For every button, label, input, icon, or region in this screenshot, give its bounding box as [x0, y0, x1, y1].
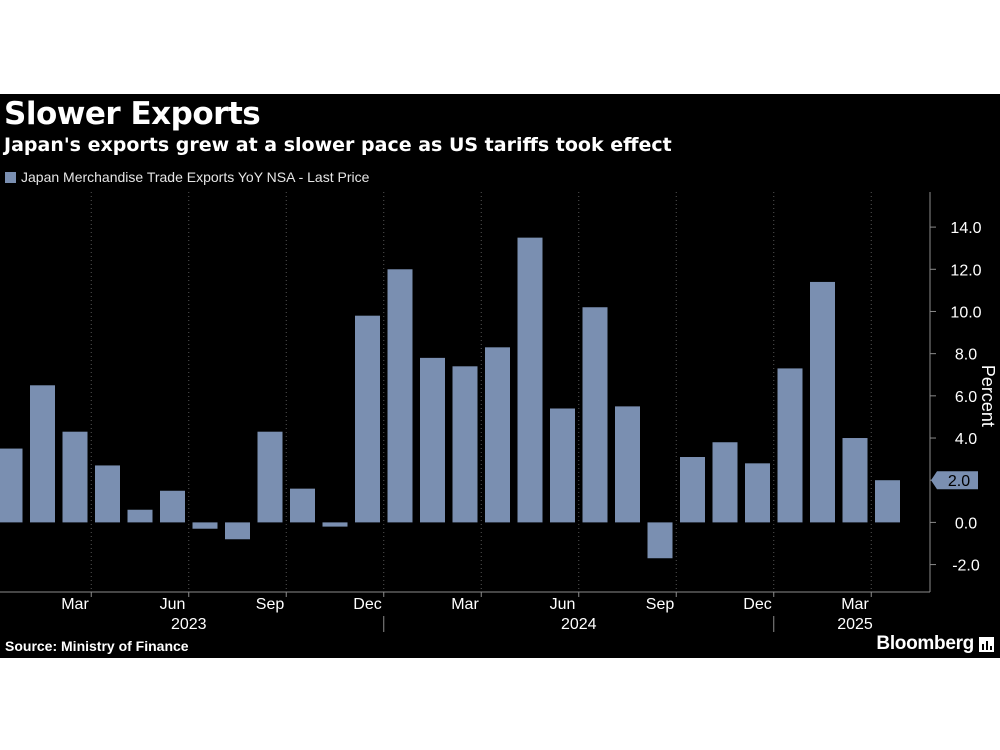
chart-subtitle: Japan's exports grew at a slower pace as…	[4, 134, 672, 156]
x-tick-label: Sep	[256, 596, 285, 613]
x-tick-label: Sep	[646, 596, 675, 613]
x-tick-label: Jun	[550, 596, 576, 613]
chart-bar	[355, 315, 380, 523]
chart-bar	[127, 509, 153, 523]
y-tick-label: -2.0	[952, 558, 980, 575]
x-tick-label: Mar	[841, 596, 869, 613]
legend: Japan Merchandise Trade Exports YoY NSA …	[5, 169, 369, 185]
last-value-marker	[931, 471, 978, 490]
legend-swatch	[5, 171, 16, 183]
chart-bar	[225, 522, 250, 540]
chart-bar	[322, 522, 348, 527]
chart-bar	[647, 522, 673, 559]
chart-bar	[810, 281, 835, 523]
chart-bar	[257, 431, 283, 523]
y-tick-label: 10.0	[950, 304, 981, 321]
chart-bar	[712, 442, 738, 523]
chart-bar	[550, 408, 575, 523]
x-tick-label: Jun	[160, 596, 186, 613]
chart-bar	[290, 488, 315, 523]
x-tick-label: Dec	[743, 596, 771, 613]
bar-chart: -2.0 0.0 4.0 6.0 8.0 10.0 12.0 14.0 2.0 Percent Ma…	[0, 192, 998, 633]
chart-bar	[387, 269, 413, 523]
chart-bar	[517, 237, 543, 523]
chart-bar	[30, 385, 55, 523]
chart-bar	[615, 406, 640, 523]
x-tick-label: Dec	[353, 596, 381, 613]
brand-logo: Bloomberg	[876, 633, 994, 655]
chart-bar	[745, 463, 770, 523]
chart-bar	[485, 347, 510, 523]
y-tick-label: 6.0	[955, 389, 977, 406]
chart-bar	[420, 357, 445, 523]
y-tick-label: 8.0	[955, 347, 977, 364]
brand-name: Bloomberg	[876, 633, 974, 654]
legend-label: Japan Merchandise Trade Exports YoY NSA …	[21, 169, 370, 185]
chart-bar	[875, 480, 900, 523]
x-tick-label: Mar	[451, 596, 479, 613]
bloomberg-chart-icon	[979, 636, 994, 652]
chart-bar	[777, 368, 803, 523]
chart-bar	[95, 465, 120, 523]
year-label: 2023	[171, 616, 207, 633]
y-tick-label: 12.0	[950, 262, 981, 279]
chart-bar	[842, 438, 868, 523]
chart-title: Slower Exports	[4, 96, 261, 132]
source-note: Source: Ministry of Finance	[5, 638, 189, 654]
chart-panel: -2.0 0.0 4.0 6.0 8.0 10.0 12.0 14.0 2.0 Percent Ma…	[0, 94, 1000, 658]
chart-bar	[582, 307, 608, 523]
chart-bar	[192, 522, 218, 529]
y-tick-label: 4.0	[955, 431, 977, 448]
last-value-label: 2.0	[948, 473, 970, 490]
chart-bar	[452, 366, 478, 523]
year-label: 2024	[561, 616, 597, 633]
year-label: 2025	[837, 616, 873, 633]
chart-bar	[160, 490, 185, 523]
y-axis-title: Percent	[978, 365, 998, 427]
y-tick-label: 0.0	[955, 515, 977, 532]
chart-bar	[680, 457, 705, 523]
chart-bar	[0, 448, 23, 523]
chart-bar	[62, 431, 88, 523]
x-tick-label: Mar	[61, 596, 89, 613]
y-tick-label: 14.0	[950, 220, 981, 237]
